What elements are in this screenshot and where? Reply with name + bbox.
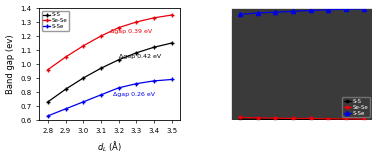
S-Se [116, 87, 121, 89]
Se-Se [169, 14, 174, 16]
S-Se [63, 108, 68, 110]
Line: Se-Se: Se-Se [239, 116, 365, 121]
S-Se [361, 8, 366, 10]
S-Se [238, 14, 242, 15]
Text: Δgap 0.26 eV: Δgap 0.26 eV [113, 92, 155, 97]
Se-Se [291, 118, 295, 119]
Se-Se [63, 56, 68, 58]
S-S [256, 118, 260, 120]
S-S [46, 101, 50, 103]
Line: S-S: S-S [239, 118, 365, 121]
X-axis label: $\mathit{d}_{L}$ (Å): $\mathit{d}_{L}$ (Å) [97, 139, 122, 154]
Se-Se [81, 45, 85, 47]
S-S [169, 42, 174, 44]
Se-Se [256, 117, 260, 119]
S-Se [134, 83, 138, 85]
S-S [344, 119, 348, 120]
Line: S-S: S-S [45, 41, 174, 104]
S-Se [46, 115, 50, 117]
S-Se [344, 8, 348, 10]
S-S [63, 88, 68, 90]
Se-Se [308, 118, 313, 119]
Text: Δgap 0.42 eV: Δgap 0.42 eV [118, 55, 161, 59]
S-S [361, 119, 366, 120]
Line: S-Se: S-Se [238, 7, 366, 16]
S-S [81, 77, 85, 79]
Line: Se-Se: Se-Se [45, 13, 174, 72]
S-Se [256, 12, 260, 14]
Se-Se [361, 118, 366, 120]
Se-Se [134, 21, 138, 23]
Se-Se [238, 117, 242, 118]
S-Se [99, 94, 103, 96]
Se-Se [99, 35, 103, 37]
Legend: S-S, Se-Se, S-Se: S-S, Se-Se, S-Se [42, 11, 69, 31]
Text: Δgap 0.39 eV: Δgap 0.39 eV [110, 29, 152, 34]
S-Se [273, 11, 277, 13]
Legend: S-S, Se-Se, S-Se: S-S, Se-Se, S-Se [342, 97, 370, 117]
Se-Se [46, 69, 50, 71]
S-S [291, 119, 295, 120]
Se-Se [326, 118, 330, 120]
Y-axis label: Band gap (ev): Band gap (ev) [6, 34, 15, 94]
S-Se [81, 101, 85, 103]
Y-axis label: dipole moment (debye): dipole moment (debye) [189, 19, 198, 109]
Se-Se [344, 118, 348, 120]
S-S [116, 59, 121, 61]
Se-Se [152, 17, 156, 19]
S-S [326, 119, 330, 120]
X-axis label: $\mathit{d}_{L}$ (Å): $\mathit{d}_{L}$ (Å) [289, 139, 314, 154]
S-Se [152, 80, 156, 82]
Se-Se [273, 117, 277, 119]
S-Se [291, 10, 295, 12]
S-S [99, 67, 103, 69]
S-Se [326, 9, 330, 11]
S-S [152, 46, 156, 48]
S-S [273, 119, 277, 120]
S-S [238, 118, 242, 120]
S-Se [308, 10, 313, 11]
S-S [134, 52, 138, 54]
S-S [308, 119, 313, 120]
S-Se [169, 79, 174, 80]
Line: S-Se: S-Se [45, 77, 174, 118]
Se-Se [116, 27, 121, 29]
